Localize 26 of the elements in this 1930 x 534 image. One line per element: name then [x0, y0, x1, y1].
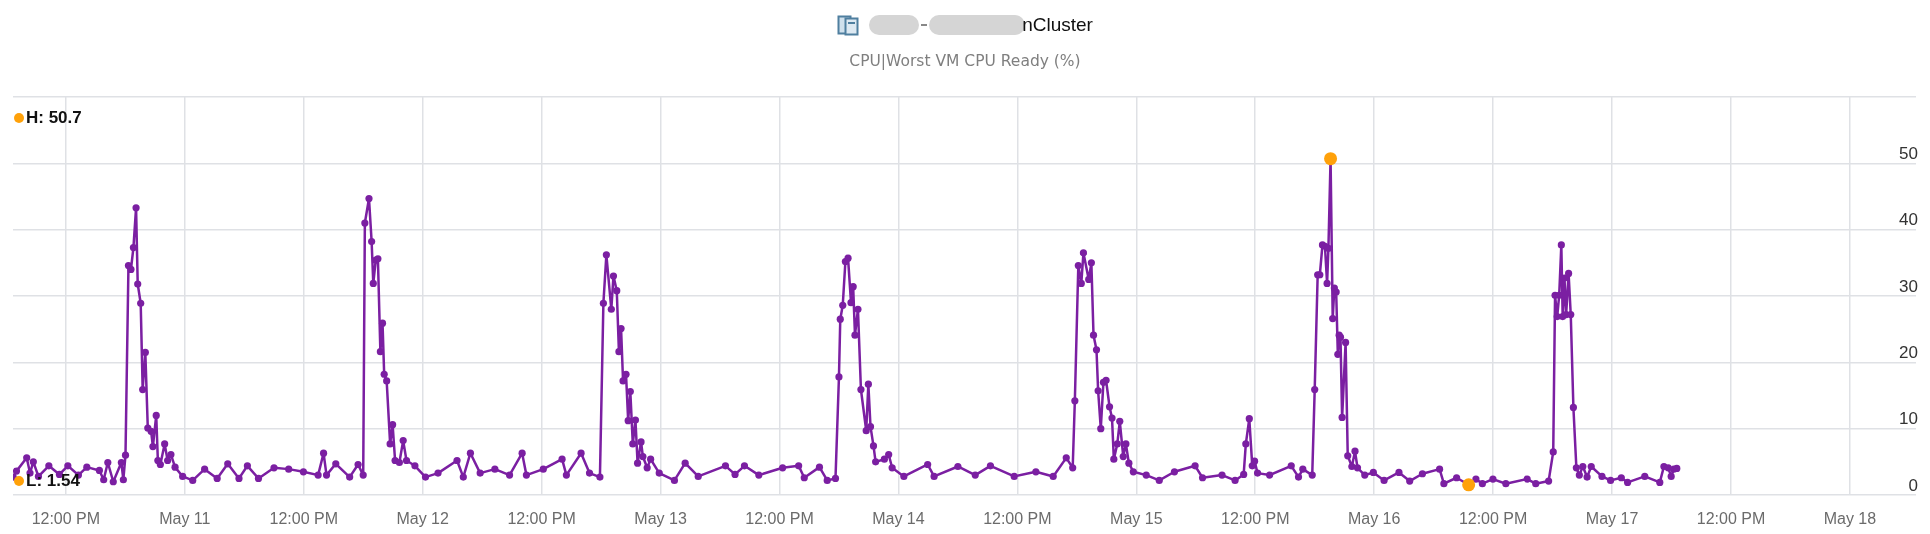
x-tick-label: May 15	[1110, 510, 1163, 528]
y-tick-label: 10	[1899, 409, 1918, 429]
x-tick-label: 12:00 PM	[1696, 510, 1766, 528]
x-tick-label: May 14	[872, 510, 925, 528]
x-tick-label: May 18	[1823, 510, 1877, 528]
x-tick-label: 12:00 PM	[31, 510, 101, 528]
y-tick-label: 30	[1899, 276, 1918, 296]
x-tick-label: 12:00 PM	[1458, 510, 1528, 528]
x-tick-label: May 11	[159, 510, 211, 528]
x-tick-label: 12:00 PM	[983, 510, 1052, 528]
chart-title: nCluster	[1022, 14, 1093, 36]
chart-subtitle: CPU|Worst VM CPU Ready (%)	[848, 52, 1082, 70]
y-tick-label: 20	[1899, 343, 1918, 363]
annotation: L: 1.54	[26, 470, 81, 490]
x-tick-label: 12:00 PM	[1220, 510, 1290, 528]
annotation: H: 50.7	[26, 107, 82, 127]
x-tick-label: 12:00 PM	[745, 510, 814, 528]
x-tick-label: May 13	[634, 510, 687, 528]
y-tick-label: 50	[1899, 144, 1918, 164]
x-tick-label: May 12	[396, 510, 450, 528]
x-tick-label: May 16	[1347, 510, 1401, 528]
y-tick-label: 40	[1899, 210, 1918, 230]
x-tick-label: 12:00 PM	[269, 510, 338, 528]
x-tick-label: May 17	[1585, 510, 1639, 528]
y-tick-label: 0	[1908, 475, 1918, 495]
x-tick-label: 12:00 PM	[507, 510, 576, 528]
